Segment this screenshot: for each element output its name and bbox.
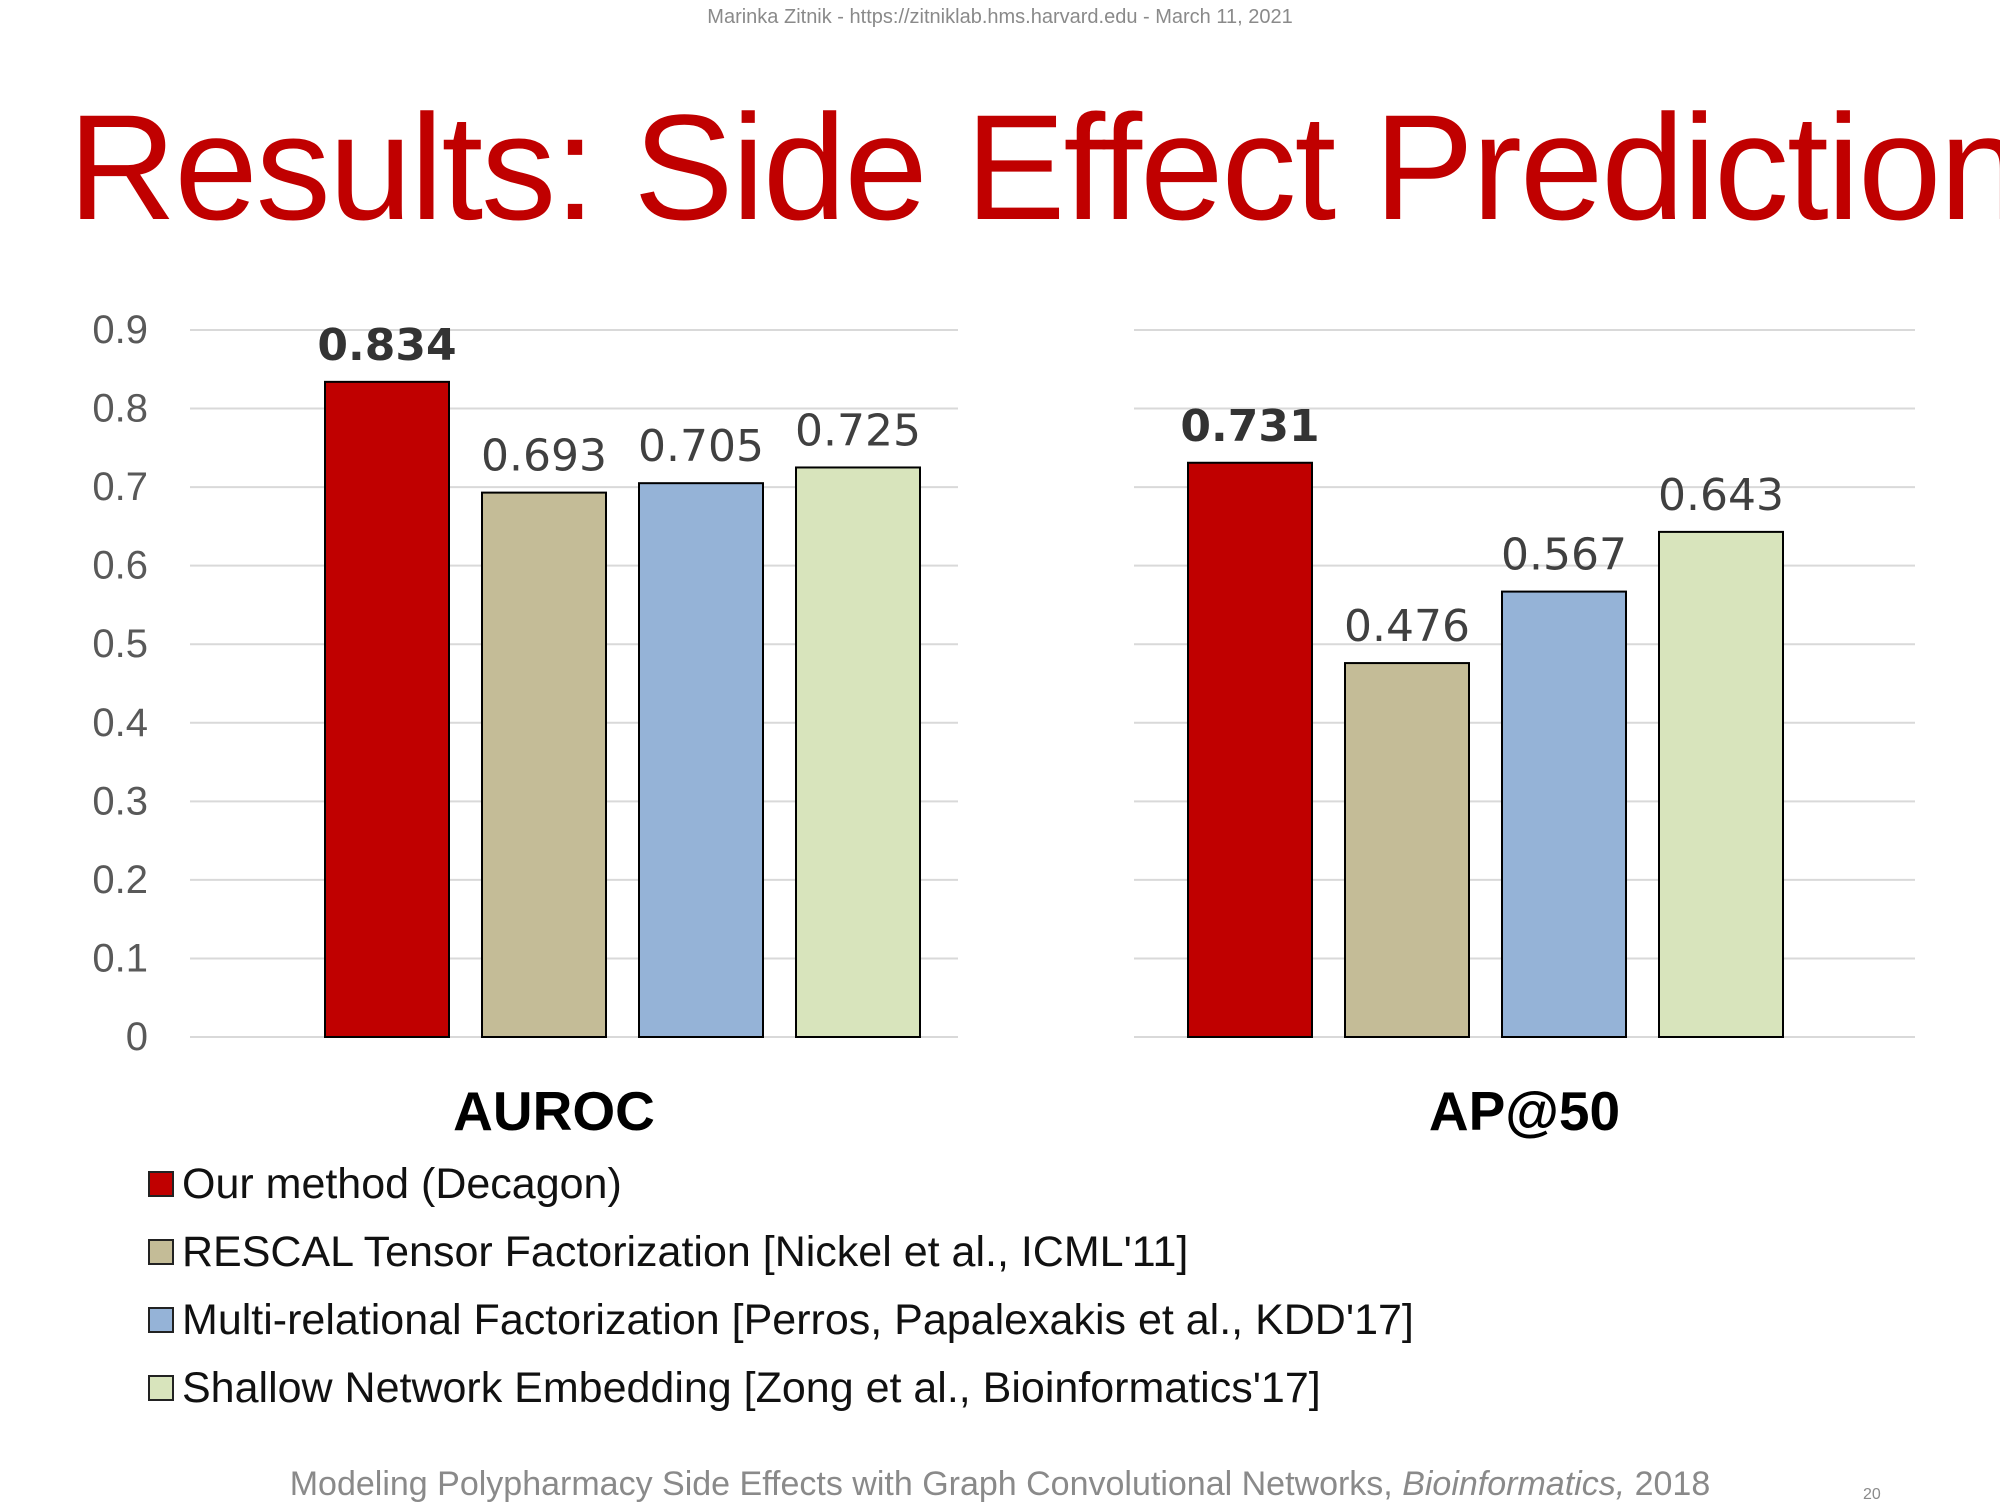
bar: [324, 380, 450, 1038]
legend-label: Multi-relational Factorization [Perros, …: [182, 1295, 1414, 1344]
bar: [795, 466, 921, 1038]
y-tick-label: 0.5: [92, 622, 148, 666]
legend-swatch-decagon: [148, 1171, 174, 1197]
legend-item-multi-relational: Multi-relational Factorization [Perros, …: [148, 1286, 1414, 1354]
bar: [1187, 461, 1313, 1038]
slide-number: 20: [1863, 1486, 1881, 1503]
slide-title: Results: Side Effect Prediction: [68, 83, 2000, 251]
legend-swatch-multi-relational: [148, 1307, 174, 1333]
header-attribution: Marinka Zitnik - https://zitniklab.hms.h…: [707, 6, 1293, 28]
data-label: 0.705: [638, 421, 764, 472]
data-label: 0.567: [1501, 530, 1627, 581]
bar-charts: 0 0.1 0.2 0.3 0.4 0.5 0.6 0.7 0.8 0.9 0.834 0.693 0.…: [92, 308, 1915, 1142]
chart-legend: Our method (Decagon) RESCAL Tensor Facto…: [148, 1150, 1414, 1422]
footer-citation: Modeling Polypharmacy Side Effects with …: [0, 1465, 2000, 1504]
legend-swatch-shallow-embedding: [148, 1375, 174, 1401]
bar: [1501, 590, 1627, 1039]
y-tick-label: 0.1: [92, 936, 148, 980]
y-tick-label: 0.3: [92, 779, 148, 823]
bar: [1344, 662, 1470, 1038]
legend-swatch-rescal: [148, 1239, 174, 1265]
bar: [638, 482, 764, 1038]
legend-item-shallow-embedding: Shallow Network Embedding [Zong et al., …: [148, 1354, 1414, 1422]
y-tick-label: 0.6: [92, 544, 148, 588]
legend-label: Shallow Network Embedding [Zong et al., …: [182, 1363, 1321, 1412]
y-tick-label: 0.4: [92, 701, 148, 745]
data-label: 0.731: [1180, 401, 1319, 452]
bar: [481, 491, 607, 1038]
y-tick-label: 0.7: [92, 465, 148, 509]
legend-item-rescal: RESCAL Tensor Factorization [Nickel et a…: [148, 1218, 1414, 1286]
legend-item-decagon: Our method (Decagon): [148, 1150, 1414, 1218]
bar: [1658, 530, 1784, 1038]
data-label: 0.693: [481, 431, 607, 482]
data-label: 0.643: [1658, 470, 1784, 521]
data-label: 0.834: [317, 320, 456, 371]
citation-year: 2018: [1625, 1465, 1711, 1503]
citation-journal: Bioinformatics,: [1402, 1465, 1626, 1503]
citation-title: Modeling Polypharmacy Side Effects with …: [289, 1465, 1403, 1503]
data-label: 0.476: [1344, 601, 1470, 652]
category-label: AP@50: [1429, 1080, 1620, 1142]
y-tick-label: 0.9: [92, 308, 148, 352]
legend-label: Our method (Decagon): [182, 1159, 622, 1208]
y-tick-label: 0: [126, 1015, 148, 1059]
data-label: 0.725: [795, 405, 921, 456]
y-tick-label: 0.2: [92, 858, 148, 902]
category-label: AUROC: [453, 1080, 655, 1142]
y-tick-label: 0.8: [92, 387, 148, 431]
legend-label: RESCAL Tensor Factorization [Nickel et a…: [182, 1227, 1189, 1276]
